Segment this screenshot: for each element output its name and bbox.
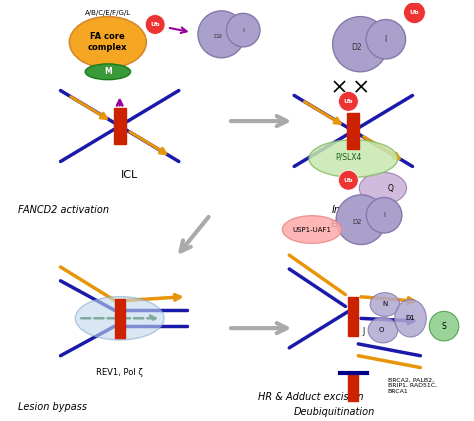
- Bar: [347, 113, 359, 149]
- Text: D2: D2: [353, 219, 362, 225]
- Text: Ub: Ub: [344, 99, 353, 104]
- Circle shape: [366, 19, 406, 59]
- Circle shape: [198, 11, 245, 58]
- Bar: [114, 108, 126, 144]
- Text: REV1, Pol ζ: REV1, Pol ζ: [96, 368, 143, 377]
- Circle shape: [227, 13, 260, 47]
- Text: USP1-UAF1: USP1-UAF1: [292, 226, 331, 232]
- Ellipse shape: [359, 172, 407, 204]
- Text: P/SLX4: P/SLX4: [335, 152, 362, 161]
- Circle shape: [333, 16, 388, 72]
- Text: O: O: [378, 327, 383, 333]
- Ellipse shape: [75, 296, 164, 340]
- Circle shape: [146, 15, 165, 35]
- Text: HR & Adduct excision: HR & Adduct excision: [258, 392, 363, 402]
- Ellipse shape: [309, 140, 398, 177]
- Text: N: N: [382, 301, 388, 307]
- Text: Incisions: Incisions: [332, 205, 374, 215]
- Text: I: I: [242, 28, 244, 33]
- Text: FANCD2 activation: FANCD2 activation: [18, 205, 109, 215]
- Text: Ub: Ub: [344, 178, 353, 183]
- Text: Ub: Ub: [150, 22, 160, 27]
- Text: S: S: [442, 322, 447, 330]
- Text: Deubiquitination: Deubiquitination: [294, 407, 375, 417]
- Text: ERCC1-XPF: ERCC1-XPF: [330, 220, 376, 229]
- Ellipse shape: [395, 299, 426, 337]
- Circle shape: [338, 171, 358, 190]
- Ellipse shape: [370, 293, 400, 316]
- Ellipse shape: [69, 16, 146, 68]
- Text: D1: D1: [406, 315, 415, 321]
- Ellipse shape: [429, 312, 459, 341]
- Text: J: J: [362, 327, 365, 336]
- Bar: [348, 373, 358, 401]
- Text: A/B/C/E/F/G/L: A/B/C/E/F/G/L: [85, 10, 131, 16]
- Text: I: I: [383, 212, 385, 218]
- Text: Q: Q: [388, 184, 394, 193]
- Text: ICL: ICL: [121, 171, 138, 180]
- Circle shape: [336, 195, 386, 245]
- Circle shape: [338, 91, 358, 111]
- Bar: [115, 298, 125, 338]
- Ellipse shape: [368, 317, 398, 343]
- Text: Lesion bypass: Lesion bypass: [18, 402, 87, 412]
- Text: D2: D2: [351, 43, 362, 52]
- Text: FA core
complex: FA core complex: [88, 32, 128, 52]
- Circle shape: [366, 197, 402, 233]
- Text: BRCA2, PALB2,
BRIP1, RAD51C,
BRCA1: BRCA2, PALB2, BRIP1, RAD51C, BRCA1: [388, 377, 437, 394]
- Text: Ub: Ub: [410, 10, 419, 15]
- Ellipse shape: [283, 216, 341, 243]
- Text: M: M: [104, 67, 112, 76]
- Circle shape: [404, 2, 425, 24]
- Ellipse shape: [85, 64, 130, 80]
- Text: I: I: [385, 35, 387, 44]
- Bar: [348, 296, 358, 336]
- Text: D2: D2: [213, 35, 223, 39]
